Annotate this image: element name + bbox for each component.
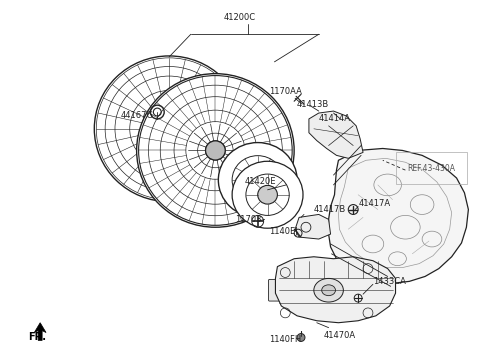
Polygon shape bbox=[309, 111, 363, 158]
Text: 41413B: 41413B bbox=[297, 100, 329, 109]
Text: 41417A: 41417A bbox=[358, 199, 390, 208]
Ellipse shape bbox=[232, 161, 303, 228]
Ellipse shape bbox=[258, 185, 277, 204]
Text: 1433CA: 1433CA bbox=[373, 277, 406, 286]
Text: 41414A: 41414A bbox=[319, 115, 351, 124]
Text: 44167G: 44167G bbox=[120, 111, 153, 121]
Text: 11703: 11703 bbox=[235, 215, 262, 224]
Text: 41470A: 41470A bbox=[324, 331, 356, 340]
Polygon shape bbox=[295, 215, 331, 239]
Text: 41417B: 41417B bbox=[314, 205, 346, 214]
Ellipse shape bbox=[157, 117, 181, 140]
Text: FR.: FR. bbox=[28, 332, 47, 342]
Ellipse shape bbox=[165, 125, 173, 132]
Text: 1140EJ: 1140EJ bbox=[270, 227, 298, 236]
Polygon shape bbox=[34, 323, 46, 341]
Ellipse shape bbox=[137, 74, 294, 227]
Text: 41420E: 41420E bbox=[245, 177, 276, 186]
Ellipse shape bbox=[253, 175, 263, 185]
Ellipse shape bbox=[218, 142, 297, 217]
Ellipse shape bbox=[314, 278, 343, 302]
Ellipse shape bbox=[322, 285, 336, 296]
Text: 1140FH: 1140FH bbox=[270, 335, 302, 344]
Text: 41200C: 41200C bbox=[224, 13, 256, 22]
Ellipse shape bbox=[94, 56, 244, 202]
Circle shape bbox=[297, 333, 305, 341]
Text: REF.43-430A: REF.43-430A bbox=[408, 164, 456, 173]
FancyBboxPatch shape bbox=[268, 280, 280, 301]
Ellipse shape bbox=[205, 141, 225, 160]
Polygon shape bbox=[276, 257, 396, 323]
Text: 1170AA: 1170AA bbox=[270, 87, 302, 96]
Polygon shape bbox=[329, 149, 468, 283]
